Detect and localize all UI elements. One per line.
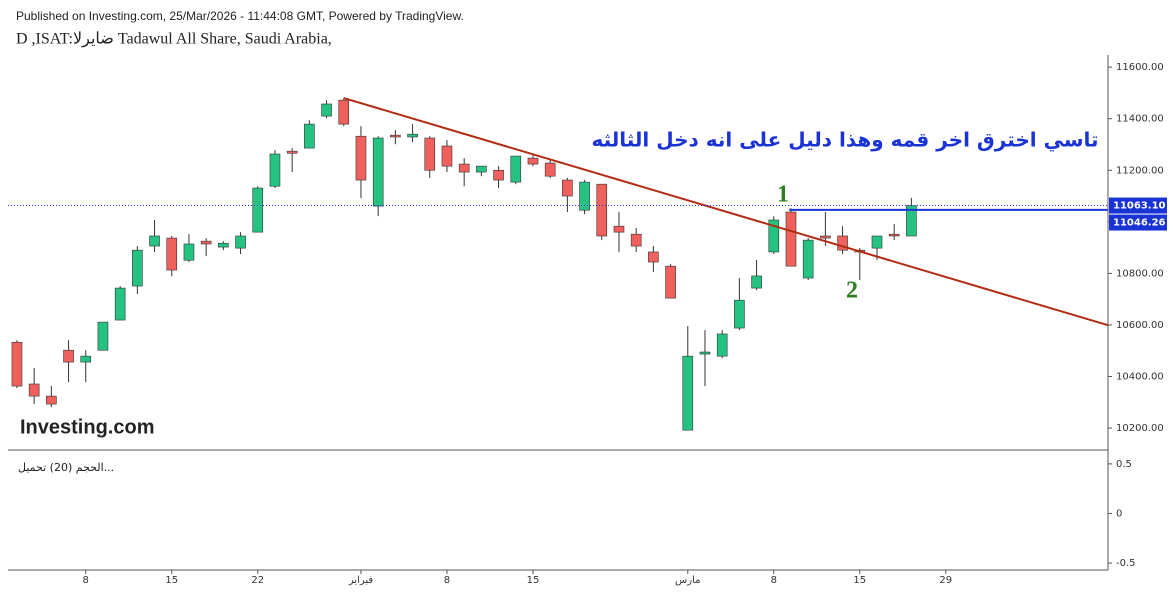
annotation: تاسي اخترق اخر قمه وهذا دليل على انه دخل… xyxy=(591,128,1098,153)
x-tick-label: 8 xyxy=(771,575,777,586)
candle-body xyxy=(682,355,694,431)
candle-body xyxy=(562,179,573,197)
y-tick-label: 10800.00 xyxy=(1116,268,1164,279)
candle-body xyxy=(648,251,659,263)
x-tick-label: 8 xyxy=(444,575,450,586)
candle-body xyxy=(871,235,883,249)
candle-body xyxy=(183,243,195,261)
candle-body xyxy=(837,235,848,251)
candle-body xyxy=(97,321,109,351)
wave-label: 1 xyxy=(777,182,789,208)
y-tick-label: 0.5 xyxy=(1116,459,1132,470)
candle-body xyxy=(493,169,504,181)
candle-body xyxy=(802,239,814,279)
candle-body xyxy=(510,155,522,183)
x-tick-label: 15 xyxy=(853,575,866,586)
price-label-box xyxy=(1109,197,1167,214)
candle-body xyxy=(751,275,762,289)
wave-label: 2 xyxy=(846,278,858,304)
candle-body xyxy=(441,145,453,167)
candle-body xyxy=(355,135,367,181)
candle-body xyxy=(132,249,143,287)
y-tick-label: 11600.00 xyxy=(1116,62,1164,73)
candle-body xyxy=(286,150,298,154)
candle-body xyxy=(407,133,418,138)
candle-body xyxy=(734,299,745,329)
candle-body xyxy=(544,162,556,177)
candle-body xyxy=(596,183,608,237)
y-tick-label: 11200.00 xyxy=(1116,165,1164,176)
candle-body xyxy=(665,265,676,299)
price-label: 11063.10 xyxy=(1113,201,1166,212)
candle-body xyxy=(252,187,264,233)
candle-body xyxy=(390,134,401,138)
x-tick-label: مارس xyxy=(675,575,700,586)
logo: Investing.com xyxy=(20,416,154,438)
candle-body xyxy=(235,235,246,249)
candle-body xyxy=(768,219,780,253)
x-tick-label: 29 xyxy=(939,575,952,586)
candle-body xyxy=(820,235,831,239)
candle-body xyxy=(630,233,642,247)
y-tick-label: 10200.00 xyxy=(1116,423,1164,434)
y-tick-label: -0.5 xyxy=(1116,558,1136,569)
candle-body xyxy=(888,233,900,237)
x-tick-label: 15 xyxy=(165,575,178,586)
candle-body xyxy=(11,341,23,387)
x-tick-label: 8 xyxy=(83,575,89,586)
price-label: 11046.26 xyxy=(1113,218,1166,229)
volume-title: الحجم (20) تحميل... xyxy=(18,461,114,474)
x-tick-label: 22 xyxy=(251,575,264,586)
candle-body xyxy=(269,153,281,187)
candle-body xyxy=(476,165,487,173)
candle-body xyxy=(716,333,728,357)
chart-title: D ,ISAT:ضايرلا Tadawul All Share, Saudi … xyxy=(16,31,332,48)
y-tick-label: 10600.00 xyxy=(1116,320,1164,331)
published-note: Published on Investing.com, 25/Mar/2026 … xyxy=(16,9,464,23)
candle-body xyxy=(28,383,40,397)
candle-body xyxy=(114,287,126,321)
x-tick-label: 15 xyxy=(527,575,540,586)
candle-body xyxy=(579,181,590,211)
candle-body xyxy=(699,351,711,355)
candle-body xyxy=(80,355,92,363)
candle-body xyxy=(218,242,229,248)
y-tick-label: 11400.00 xyxy=(1116,114,1164,125)
candle-body xyxy=(166,237,178,271)
candle-body xyxy=(321,103,332,117)
candle-body xyxy=(613,225,625,233)
candle-body xyxy=(785,211,797,267)
x-tick-label: فبراير xyxy=(348,575,374,586)
candle-body xyxy=(63,349,74,363)
candle-body xyxy=(46,395,57,405)
y-tick-label: 10400.00 xyxy=(1116,372,1164,383)
price-label-box xyxy=(1109,214,1167,231)
candle-body xyxy=(304,123,315,149)
candle-body xyxy=(200,240,212,245)
y-tick-label: 0 xyxy=(1116,508,1122,519)
trend-line xyxy=(343,97,1109,327)
candle-body xyxy=(372,137,384,207)
candle-body xyxy=(458,163,470,173)
candle-body xyxy=(424,137,436,171)
candle-body xyxy=(527,157,539,165)
candle-body xyxy=(338,99,350,125)
candle-body xyxy=(149,235,160,247)
